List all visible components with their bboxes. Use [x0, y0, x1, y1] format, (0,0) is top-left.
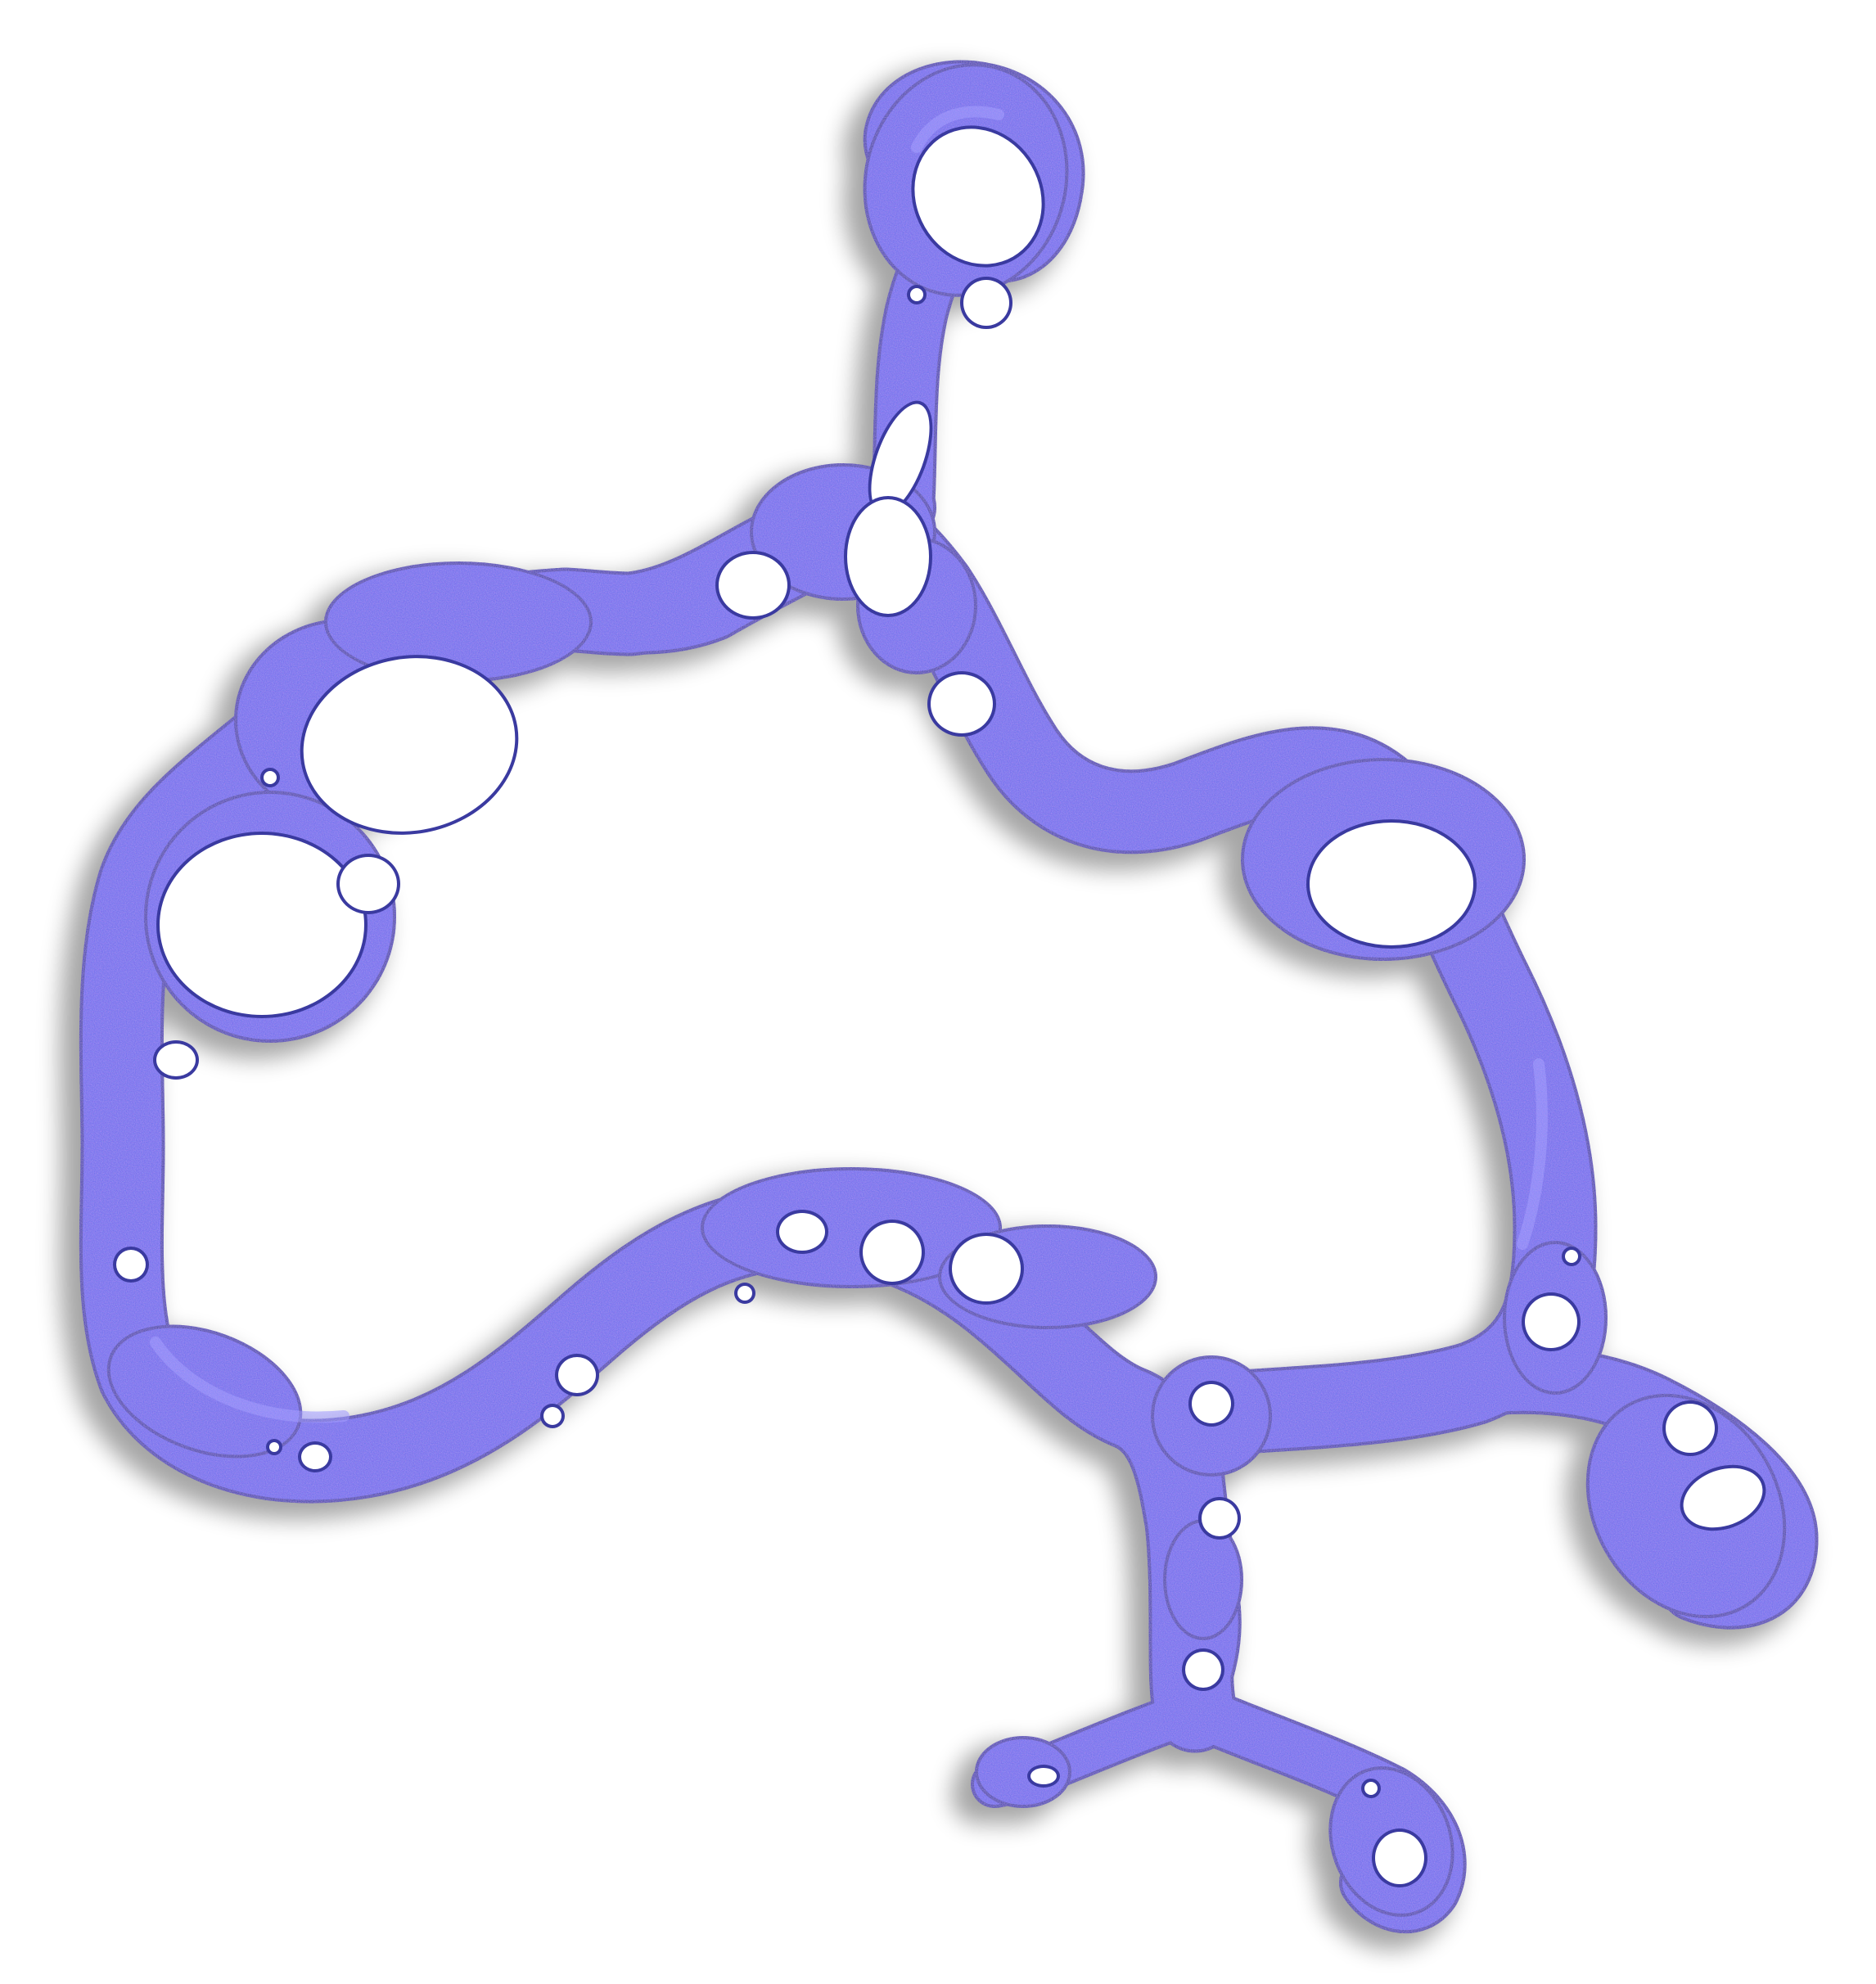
- blob-hole-22: [269, 1442, 279, 1452]
- blob-holes: [113, 125, 1766, 1887]
- blob-hole-11: [340, 857, 397, 911]
- blob-hole-9: [160, 835, 364, 1015]
- blob-hole-7: [931, 674, 993, 733]
- blob-hole-2: [963, 280, 1009, 326]
- blob-hole-16: [863, 1223, 922, 1282]
- blob-hole-21: [301, 1445, 329, 1469]
- blob-hole-26: [1202, 1500, 1238, 1536]
- blob-hole-28: [1666, 1404, 1715, 1453]
- blob-hole-17: [952, 1236, 1021, 1301]
- blob-hole-27: [1185, 1652, 1221, 1688]
- blob-hole-3: [910, 288, 923, 301]
- blob-hole-15: [779, 1213, 825, 1251]
- blob-hole-12: [156, 1044, 196, 1076]
- blob-hole-14: [1310, 823, 1473, 945]
- blob-hole-31: [1364, 1782, 1378, 1795]
- blob-hole-30: [1030, 1768, 1057, 1784]
- blob-hole-5: [847, 499, 929, 614]
- blob-hole-4: [871, 404, 930, 513]
- blob-hole-24: [1565, 1250, 1578, 1263]
- blob-hole-25: [1192, 1384, 1231, 1423]
- blob-hole-1: [914, 129, 1042, 264]
- blob-hole-19: [558, 1357, 596, 1393]
- blob-hole-32: [1375, 1832, 1424, 1884]
- blob-hole-29: [1683, 1468, 1763, 1528]
- blob-network: [79, 60, 1819, 1933]
- blob-hole-23: [1525, 1296, 1577, 1348]
- blob-hole-18: [737, 1286, 752, 1301]
- blob-hole-10: [264, 771, 277, 784]
- blob-hole-6: [719, 554, 787, 616]
- blob-hole-8: [303, 658, 516, 832]
- blob-hole-13: [116, 1250, 146, 1279]
- blob-hole-20: [543, 1407, 561, 1425]
